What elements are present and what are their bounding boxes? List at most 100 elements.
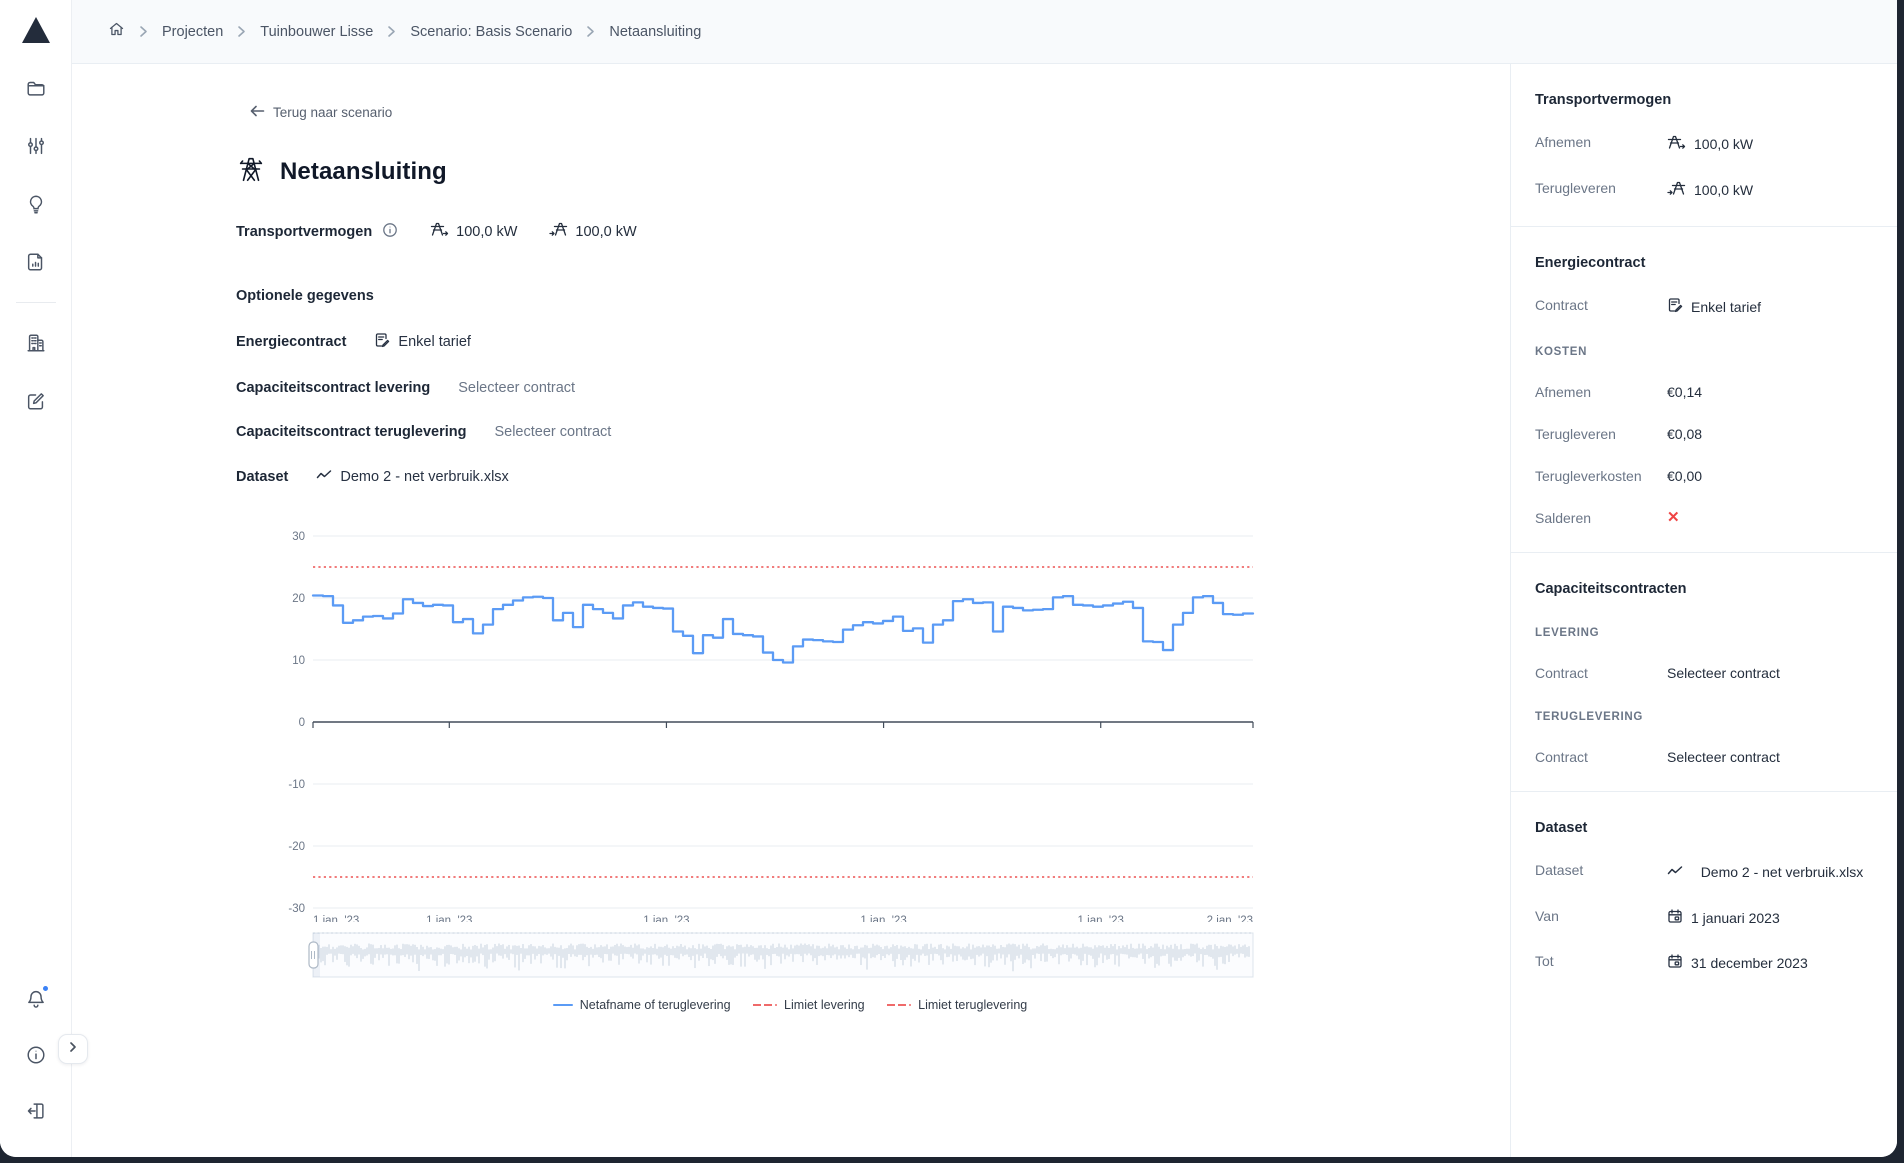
svg-text:1 jan, '23: 1 jan, '23 [860,915,906,922]
salderen-label: Salderen [1535,510,1592,526]
panel-contract-value[interactable]: Enkel tarief [1667,297,1873,316]
sidebar-item-insights[interactable] [16,184,56,224]
building-icon [25,332,47,354]
logout-icon [25,1100,47,1122]
energiecontract-label: Energiecontract [236,334,347,350]
sidebar [0,0,72,1157]
chart-plot-area[interactable]: 30 20 10 0 -10 -20 -30 1 jan, '23 1 jan, '23 1 ja… [267,526,1257,927]
energiecontract-value[interactable]: Enkel tarief [374,332,471,352]
navigator-handle[interactable] [308,941,319,969]
levering-header: LEVERING [1535,627,1600,639]
svg-text:1 jan, '23: 1 jan, '23 [1078,915,1124,922]
panel-dataset-label: Dataset [1535,862,1584,878]
transport-label: Transportvermogen [236,223,373,240]
tot-value[interactable]: 31 december 2023 [1667,953,1873,972]
breadcrumb-projecten[interactable]: Projecten [162,23,224,40]
kosten-terugleverkosten-label: Terugleverkosten [1535,468,1642,484]
info-icon [25,1044,47,1066]
svg-text:1 jan, '23: 1 jan, '23 [426,915,472,922]
red-dash-swatch [886,1003,912,1007]
panel-energiecontract: Energiecontract Contract Enkel tarief KO… [1511,227,1897,553]
red-dash-swatch [752,1003,778,1007]
levering-contract-select[interactable]: Selecteer contract [1667,665,1780,681]
home-icon[interactable] [108,21,125,42]
levering-contract-label: Contract [1535,665,1588,681]
legend-limiet-levering[interactable]: Limiet levering [752,998,865,1012]
chevron-sep-icon [139,25,148,38]
svg-text:-30: -30 [288,903,305,915]
panel-afnemen-label: Afnemen [1535,134,1592,150]
svg-text:0: 0 [299,717,305,729]
chevron-sep-icon [237,25,246,38]
breadcrumb-scenario[interactable]: Scenario: Basis Scenario [410,23,573,40]
panel-terugleveren-value: 100,0 kW [1667,180,1873,200]
transmission-tower-icon [236,154,266,189]
svg-text:2 jan, '23: 2 jan, '23 [1207,915,1253,922]
panel-contract-label: Contract [1535,297,1588,313]
legend-netafname[interactable]: Netafname of teruglevering [552,998,731,1012]
legend-limiet-teruglevering[interactable]: Limiet teruglevering [886,998,1027,1012]
back-to-scenario-link[interactable]: Terug naar scenario [250,105,392,120]
dataset-value[interactable]: Demo 2 - net verbruik.xlsx [316,468,509,486]
capaciteitscontract-teruglevering-select[interactable]: Selecteer contract [494,424,612,440]
svg-text:20: 20 [292,593,305,605]
arrow-left-icon [250,105,265,120]
sidebar-item-settings[interactable] [16,126,56,166]
sidebar-item-company[interactable] [16,323,56,363]
terugleveren-value: 100,0 kW [575,223,637,240]
pylon-terugleveren-icon [549,221,568,242]
capaciteitscontract-teruglevering-label: Capaciteitscontract teruglevering [236,424,467,440]
trend-line-icon [1667,864,1683,881]
sidebar-item-reports[interactable] [16,242,56,282]
bell-icon [25,988,47,1010]
panel-dataset-value[interactable]: Demo 2 - net verbruik.xlsx [1667,862,1873,882]
svg-text:30: 30 [292,531,305,543]
info-button[interactable] [16,1035,56,1075]
kosten-afnemen-label: Afnemen [1535,384,1592,400]
details-panel: Transportvermogen Afnemen 100,0 kW [1510,64,1897,1157]
main-content: Terug naar scenario Netaansluiting Trans… [72,64,1510,1157]
sidebar-divider [15,302,56,303]
chevron-sep-icon [387,25,396,38]
panel-terugleveren-label: Terugleveren [1535,180,1616,196]
afnemen-value: 100,0 kW [456,223,518,240]
svg-text:1 jan, '23: 1 jan, '23 [643,915,689,922]
capaciteitscontract-levering-select[interactable]: Selecteer contract [458,380,576,396]
pylon-terugleveren-icon [1667,180,1686,200]
sidebar-expand-button[interactable] [58,1034,88,1064]
sidebar-item-projects[interactable] [16,68,56,108]
panel-capaciteitscontracten: Capaciteitscontracten LEVERING Contract … [1511,553,1897,792]
dataset-label: Dataset [236,469,289,485]
lightbulb-icon [25,193,47,215]
sidebar-item-edit[interactable] [16,381,56,421]
logout-button[interactable] [16,1091,56,1131]
panel-dataset: Dataset Dataset Demo 2 - net verbruik.xl… [1511,792,1897,998]
breadcrumb-project[interactable]: Tuinbouwer Lisse [260,23,374,40]
dataset-row: Dataset Demo 2 - net verbruik.xlsx [236,468,1510,486]
chevron-sep-icon [586,25,595,38]
chart-navigator[interactable] [267,927,1257,983]
pylon-afnemen-icon [430,221,449,242]
capaciteitscontract-levering-label: Capaciteitscontract levering [236,380,431,396]
breadcrumb: Projecten Tuinbouwer Lisse Scenario: Bas… [108,21,701,42]
kosten-terugleveren-value: €0,08 [1667,426,1703,442]
capaciteitscontract-teruglevering-row: Capaciteitscontract teruglevering Select… [236,424,1510,440]
van-value[interactable]: 1 januari 2023 [1667,908,1873,927]
pylon-afnemen-icon [1667,134,1686,154]
teruglevering-header: TERUGLEVERING [1535,711,1644,723]
notifications-button[interactable] [16,979,56,1019]
info-circle-icon[interactable] [382,222,398,242]
breadcrumb-bar: Projecten Tuinbouwer Lisse Scenario: Bas… [72,0,1897,64]
teruglevering-contract-select[interactable]: Selecteer contract [1667,749,1780,765]
energiecontract-row: Energiecontract Enkel tarief [236,332,1510,352]
app-logo[interactable] [16,10,56,50]
svg-text:-10: -10 [288,779,305,791]
teruglevering-contract-label: Contract [1535,749,1588,765]
notification-dot [41,984,50,993]
net-usage-chart[interactable]: 30 20 10 0 -10 -20 -30 1 jan, '23 1 jan, '23 1 ja… [267,526,1267,1012]
kosten-header: KOSTEN [1535,346,1588,358]
page-title: Netaansluiting [280,157,447,185]
van-label: Van [1535,908,1559,925]
